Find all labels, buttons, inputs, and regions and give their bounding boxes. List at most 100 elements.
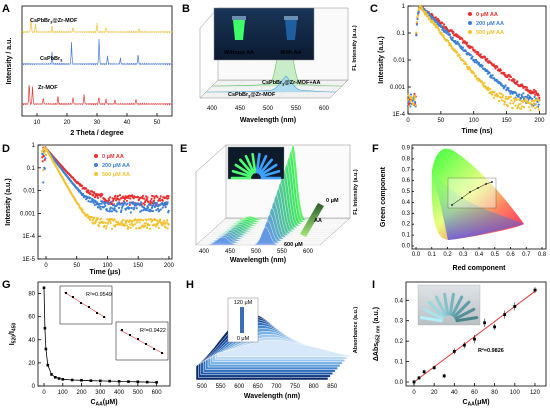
data-point <box>533 288 537 292</box>
decay-point <box>147 218 150 221</box>
panel-letter-h: H <box>186 279 194 291</box>
decay-point <box>152 204 155 207</box>
decay-point <box>109 196 112 199</box>
decay-point <box>145 219 148 222</box>
decay-point <box>131 194 134 197</box>
tick-label: 0.2 <box>402 222 411 228</box>
tick-label: 0.8 <box>402 156 411 162</box>
vial <box>231 169 252 178</box>
decay-point <box>474 58 478 61</box>
data-point <box>412 380 416 384</box>
decay-point <box>513 78 516 81</box>
decay-point <box>519 102 522 105</box>
tick-label: 10 <box>34 120 41 126</box>
decay-point <box>515 98 518 101</box>
cie-trajectory <box>451 181 493 206</box>
legend-label: 200 μM AA <box>102 163 130 169</box>
tick-label: 50 <box>438 118 445 124</box>
decay-point <box>165 221 168 224</box>
decay-point <box>486 88 489 91</box>
decay-point <box>524 85 527 88</box>
decay-point <box>473 49 476 52</box>
decay-point <box>142 194 145 197</box>
tick-label: 0.2 <box>395 339 404 345</box>
vial <box>422 307 444 320</box>
decay-point <box>140 218 143 221</box>
decay-point <box>538 99 541 102</box>
decay-point <box>128 203 131 206</box>
decay-point <box>518 93 521 96</box>
tick-label: 600 <box>303 249 314 255</box>
data-point <box>42 286 46 290</box>
decay-point <box>148 227 152 230</box>
decay-point <box>93 216 96 220</box>
decay-point <box>504 74 507 77</box>
decay-point <box>104 221 107 224</box>
decay-point <box>415 31 418 34</box>
decay-point <box>89 192 92 195</box>
decay-point <box>480 80 483 83</box>
vial-without-aa <box>232 16 246 40</box>
decay-point <box>42 169 45 172</box>
decay-point <box>489 87 492 91</box>
panel-h: H 120 μM 0 μM 500 550 600 650 700 750 800 850 W… <box>186 279 359 400</box>
inset-2-fit <box>119 329 165 355</box>
decay-point <box>456 40 459 44</box>
inset-1-points <box>65 292 105 318</box>
decay-point <box>527 98 530 101</box>
vial-fan-i <box>419 292 479 323</box>
vial <box>260 169 281 178</box>
decay-point <box>408 102 411 105</box>
decay-point <box>143 197 146 200</box>
y-axis-label-f: Green component <box>380 166 387 227</box>
decay-point <box>495 78 498 81</box>
decay-point <box>166 201 169 204</box>
decay-point <box>107 203 110 206</box>
legend-marker <box>94 172 98 176</box>
decay-point <box>129 226 132 229</box>
decay-point <box>91 194 95 197</box>
decay-point <box>161 202 164 205</box>
decay-point <box>157 199 160 202</box>
decay-point <box>462 59 465 63</box>
decay-point <box>471 55 474 58</box>
decay-point <box>461 46 465 49</box>
data-point <box>442 374 446 378</box>
tick-label: 550 <box>291 106 302 112</box>
tick-label: 20 <box>28 361 35 367</box>
decay-point <box>487 86 490 89</box>
decay-point <box>494 67 497 70</box>
tick-label: 0.3 <box>459 252 468 258</box>
decay-point <box>43 158 46 161</box>
decay-point <box>103 224 106 227</box>
decay-point <box>125 224 128 227</box>
tick-label: 0.2 <box>443 252 452 258</box>
decay-point <box>87 200 90 203</box>
spectrum-slice <box>196 226 320 246</box>
tick-label: 800 <box>309 384 320 390</box>
decay-point <box>536 100 539 103</box>
decay-point <box>160 222 163 225</box>
y-axis-label-h: Absorbance (a.u.) <box>353 307 359 354</box>
decay-point <box>105 208 108 211</box>
decay-point <box>135 204 138 207</box>
tick-label: 100 <box>510 390 521 396</box>
inset-2-r2: R²=0.9422 <box>140 328 166 334</box>
decay-point <box>164 206 167 209</box>
decay-point <box>483 67 486 70</box>
decay-point <box>133 223 136 226</box>
tick-label: 300 <box>95 390 106 396</box>
decay-point <box>465 63 468 66</box>
decay-point <box>418 7 421 10</box>
tick-label: 0.1 <box>395 360 404 366</box>
decay-point <box>79 190 82 193</box>
decay-point <box>522 92 525 95</box>
decay-point <box>507 87 510 90</box>
decay-point <box>100 202 103 205</box>
decay-point <box>113 218 116 221</box>
decay-point <box>458 54 461 57</box>
decay-point <box>121 218 125 222</box>
data-point <box>155 381 158 384</box>
decay-point <box>90 216 94 219</box>
decay-point <box>127 196 130 199</box>
